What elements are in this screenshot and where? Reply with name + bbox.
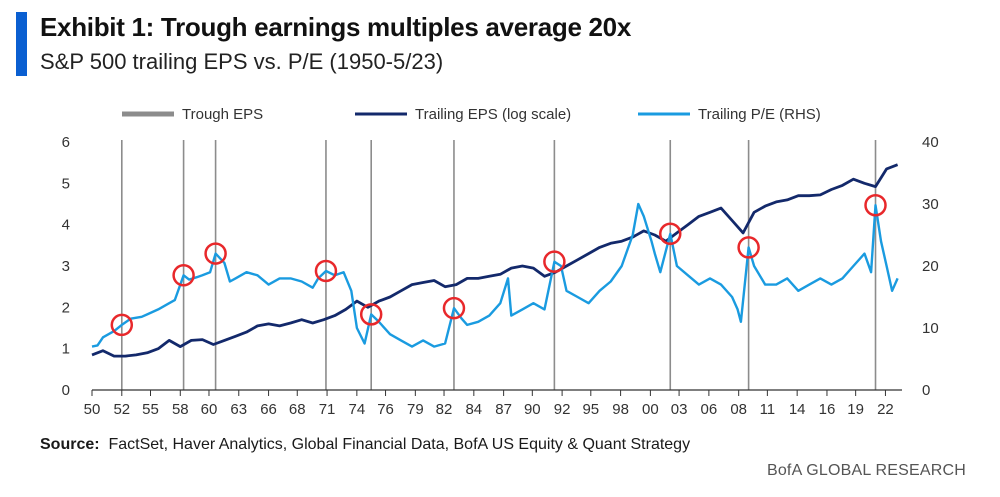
legend-label-0: Trough EPS xyxy=(182,106,263,123)
y-right-label-2: 20 xyxy=(922,258,939,275)
page-subtitle: S&P 500 trailing EPS vs. P/E (1950-5/23) xyxy=(40,49,444,74)
y-left-label-4: 4 xyxy=(62,217,70,234)
x-tick-label-17: 95 xyxy=(582,401,599,418)
y-left-label-2: 2 xyxy=(62,299,70,316)
trough-highlights xyxy=(110,193,887,337)
x-tick-label-21: 06 xyxy=(701,401,718,418)
trough-circle-3 xyxy=(314,259,338,283)
x-tick-label-8: 71 xyxy=(319,401,336,418)
chart: Trough EPS Trailing EPS (log scale) Traili… xyxy=(62,106,939,418)
trough-lines xyxy=(120,140,877,390)
x-tick-label-16: 92 xyxy=(554,401,571,418)
x-tick-label-27: 22 xyxy=(877,401,894,418)
eps-series-line xyxy=(91,163,899,358)
trough-circle-8 xyxy=(737,236,760,259)
y-left-label-1: 1 xyxy=(62,341,70,358)
x-tick-label-22: 08 xyxy=(730,401,747,418)
trough-circle-7 xyxy=(659,222,682,246)
trough-circle-2 xyxy=(204,242,227,265)
chart-axes: 50 52 55 58 60 63 66 68 71 74 76 79 82 84 87 90 92 95 98 00… xyxy=(62,134,939,418)
x-tick-label-11: 79 xyxy=(407,401,424,418)
x-tick-label-12: 82 xyxy=(436,401,453,418)
x-tick-label-10: 76 xyxy=(377,401,394,418)
x-tick-label-0: 50 xyxy=(84,401,101,418)
brand-label: BofA GLOBAL RESEARCH xyxy=(766,462,966,479)
x-tick-label-5: 63 xyxy=(230,401,247,418)
x-tick-label-15: 90 xyxy=(524,401,541,418)
x-tick-label-9: 74 xyxy=(349,401,366,418)
legend-label-1: Trailing EPS (log scale) xyxy=(415,106,571,123)
trough-circle-9 xyxy=(864,193,887,217)
y-right-label-4: 40 xyxy=(922,134,939,151)
x-tick-label-26: 19 xyxy=(847,401,864,418)
x-tick-label-7: 68 xyxy=(289,401,306,418)
trough-circle-4 xyxy=(359,303,383,326)
x-tick-label-20: 03 xyxy=(671,401,688,418)
x-tick-label-1: 52 xyxy=(113,401,130,418)
trough-circle-5 xyxy=(442,296,466,320)
trough-circle-1 xyxy=(172,264,195,287)
x-tick-label-19: 00 xyxy=(642,401,659,418)
x-tick-label-18: 98 xyxy=(612,401,629,418)
legend-label-2: Trailing P/E (RHS) xyxy=(698,106,821,123)
source-text: FactSet, Haver Analytics, Global Financi… xyxy=(108,436,691,453)
y-right-label-1: 10 xyxy=(922,320,939,337)
chart-legend: Trough EPS Trailing EPS (log scale) Traili… xyxy=(122,106,821,123)
trough-circle-6 xyxy=(543,250,566,273)
trough-circle-0 xyxy=(110,313,134,337)
page-title: Exhibit 1: Trough earnings multiples ave… xyxy=(40,12,632,42)
x-tick-label-23: 11 xyxy=(760,401,776,418)
source-note: Source: FactSet, Haver Analytics, Global… xyxy=(40,436,690,454)
accent-bar xyxy=(16,12,27,76)
x-tick-label-3: 58 xyxy=(172,401,189,418)
x-tick-label-25: 16 xyxy=(819,401,836,418)
x-tick-label-14: 87 xyxy=(495,401,512,418)
y-left-label-6: 6 xyxy=(62,134,70,151)
y-right-label-0: 0 xyxy=(922,382,930,399)
x-tick-label-13: 84 xyxy=(465,401,482,418)
y-left-label-3: 3 xyxy=(62,258,70,275)
x-tick-label-2: 55 xyxy=(142,401,159,418)
x-tick-label-4: 60 xyxy=(201,401,218,418)
chart-series xyxy=(91,163,899,358)
y-left-label-0: 0 xyxy=(62,382,70,399)
source-label: Source: xyxy=(40,436,100,453)
y-right-label-3: 30 xyxy=(922,196,939,213)
x-tick-label-6: 66 xyxy=(260,401,277,418)
y-left-label-5: 5 xyxy=(62,175,70,192)
x-tick-label-24: 14 xyxy=(789,401,806,418)
